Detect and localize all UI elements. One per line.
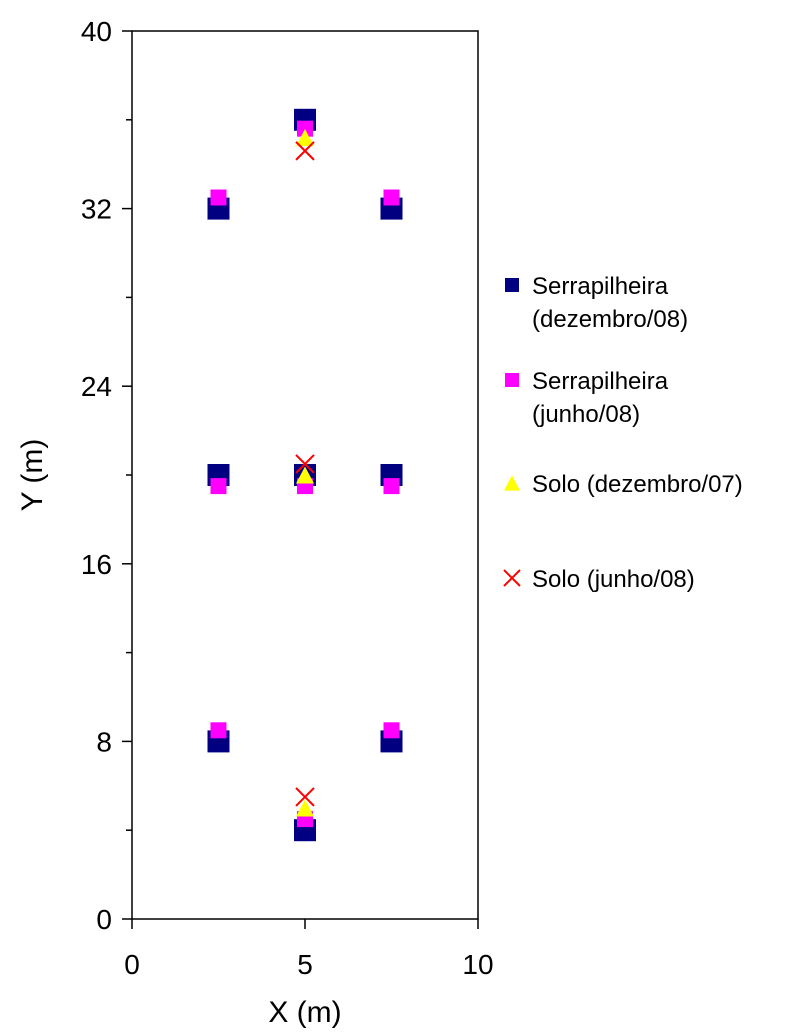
legend-entry: Solo (junho/08) (503, 566, 695, 593)
data-point (295, 787, 315, 807)
y-axis: 0 8 16 24 32 40 (81, 16, 132, 935)
data-point (297, 120, 313, 137)
series-4 (295, 141, 315, 807)
legend: Serrapilheira (dezembro/08) Serrapilheira (… (503, 273, 743, 593)
x-marker-stroke (295, 787, 315, 807)
x-tick-label: 10 (462, 949, 493, 980)
data-point (210, 478, 227, 495)
legend-label: Solo (dezembro/07) (532, 471, 743, 498)
data-point (295, 141, 315, 161)
y-tick-label: 40 (81, 16, 112, 47)
y-tick-label: 8 (96, 726, 112, 757)
legend-label: Serrapilheira (532, 368, 669, 395)
x-marker-stroke (295, 141, 315, 161)
legend-marker (504, 475, 520, 491)
data-point (296, 799, 314, 817)
data-point (210, 722, 227, 739)
legend-label: Serrapilheira (532, 273, 669, 300)
x-marker-stroke (503, 569, 521, 587)
data-point (296, 466, 314, 484)
x-axis-title: X (m) (268, 996, 341, 1029)
legend-marker (505, 278, 519, 292)
data-point (210, 189, 227, 206)
x-tick-label: 5 (297, 949, 313, 980)
legend-marker (505, 373, 519, 387)
legend-entry: Serrapilheira (junho/08) (505, 368, 669, 428)
legend-marker (503, 569, 521, 587)
legend-label: (junho/08) (532, 401, 640, 428)
legend-entry: Solo (dezembro/07) (504, 471, 743, 498)
y-tick-label: 16 (81, 549, 112, 580)
series-2 (210, 120, 400, 828)
legend-label: (dezembro/08) (532, 306, 688, 333)
y-axis-title: Y (m) (16, 439, 49, 512)
data-point (296, 129, 314, 147)
legend-entry: Serrapilheira (dezembro/08) (505, 273, 688, 333)
data-marks (207, 108, 403, 842)
data-point (383, 189, 400, 206)
y-tick-label: 0 (96, 904, 112, 935)
y-tick-label: 24 (81, 371, 112, 402)
legend-label: Solo (junho/08) (532, 566, 695, 593)
data-point (383, 722, 400, 739)
x-tick-label: 0 (124, 949, 140, 980)
data-point (295, 454, 315, 474)
x-axis: 0 5 10 (124, 919, 494, 980)
data-point (383, 478, 400, 495)
y-tick-label: 32 (81, 194, 112, 225)
series-3 (296, 129, 314, 817)
x-marker-stroke (295, 454, 315, 474)
